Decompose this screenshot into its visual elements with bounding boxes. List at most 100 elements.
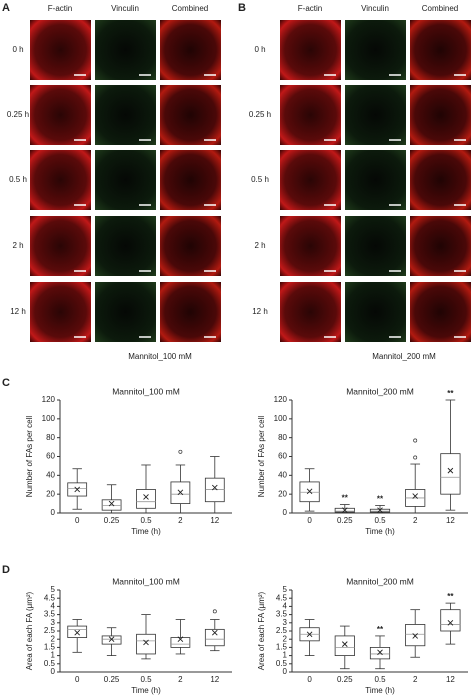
micrograph bbox=[95, 20, 156, 80]
column-header: Combined bbox=[172, 4, 208, 13]
micrograph bbox=[410, 282, 471, 342]
micrograph bbox=[280, 20, 341, 80]
micrograph bbox=[30, 150, 91, 210]
x-tick-label: 0.5 bbox=[374, 516, 386, 525]
y-tick-label: 0 bbox=[283, 667, 288, 676]
chart-title: Mannitol_100 mM bbox=[112, 386, 180, 396]
micrograph bbox=[160, 85, 221, 145]
y-tick-label: 3.5 bbox=[276, 610, 288, 619]
micrograph bbox=[345, 282, 406, 342]
mean-marker bbox=[341, 507, 348, 513]
y-tick-label: 0 bbox=[51, 508, 56, 517]
x-axis-label: Time (h) bbox=[131, 527, 161, 536]
outlier bbox=[178, 449, 183, 454]
mean-marker bbox=[108, 636, 115, 643]
x-tick-label: 12 bbox=[210, 516, 219, 525]
box bbox=[67, 625, 88, 638]
micrograph bbox=[95, 85, 156, 145]
mean-marker bbox=[74, 486, 81, 493]
outlier bbox=[413, 455, 418, 460]
mean-marker bbox=[211, 484, 218, 491]
significance: ** bbox=[447, 389, 454, 398]
box bbox=[334, 635, 355, 656]
mean-marker bbox=[412, 633, 419, 639]
micrographs bbox=[30, 20, 471, 342]
x-axis-label: Time (h) bbox=[365, 686, 395, 695]
caption: Mannitol_200 mM bbox=[372, 352, 436, 361]
y-tick-label: 2.5 bbox=[276, 626, 288, 635]
caption: Mannitol_100 mM bbox=[128, 352, 192, 361]
mean-marker bbox=[177, 636, 184, 643]
box bbox=[440, 609, 461, 632]
y-tick-label: 100 bbox=[274, 414, 288, 423]
x-tick-label: 0.25 bbox=[104, 675, 120, 684]
mean-marker bbox=[211, 629, 218, 636]
box bbox=[405, 624, 426, 647]
y-tick-label: 2.5 bbox=[44, 626, 56, 635]
x-tick-label: 0 bbox=[307, 675, 312, 684]
row-label: 12 h bbox=[252, 307, 268, 316]
box bbox=[170, 637, 191, 648]
panel-label: B bbox=[238, 2, 246, 14]
box bbox=[101, 635, 122, 645]
y-tick-label: 1 bbox=[51, 651, 56, 660]
row-label: 0.25 h bbox=[249, 110, 271, 119]
y-tick-label: 1.5 bbox=[276, 643, 288, 652]
box bbox=[204, 628, 225, 647]
micrograph bbox=[160, 282, 221, 342]
micrograph bbox=[345, 216, 406, 276]
significance: ** bbox=[377, 495, 384, 504]
micrograph bbox=[30, 216, 91, 276]
y-tick-label: 4 bbox=[283, 602, 288, 611]
x-tick-label: 0 bbox=[75, 675, 80, 684]
y-tick-label: 0.5 bbox=[44, 659, 56, 668]
mean-marker bbox=[447, 467, 454, 474]
micrograph bbox=[345, 20, 406, 80]
chart-title: Mannitol_100 mM bbox=[112, 576, 180, 586]
micrograph bbox=[95, 216, 156, 276]
column-header: F-actin bbox=[48, 4, 72, 13]
micrograph bbox=[345, 85, 406, 145]
mean-marker bbox=[412, 493, 419, 499]
significance: ** bbox=[447, 592, 454, 601]
x-tick-label: 0.25 bbox=[337, 516, 353, 525]
outlier bbox=[413, 438, 418, 443]
y-axis-label: Area of each FA (μm²) bbox=[25, 591, 34, 670]
micrograph bbox=[160, 20, 221, 80]
box bbox=[101, 499, 122, 511]
row-label: 0.25 h bbox=[7, 110, 29, 119]
micrograph bbox=[160, 150, 221, 210]
micrograph bbox=[30, 20, 91, 80]
y-axis-label: Number of FAs per cell bbox=[25, 416, 34, 498]
x-tick-label: 0.5 bbox=[374, 675, 386, 684]
row-label: 0 h bbox=[254, 45, 265, 54]
box bbox=[204, 477, 225, 503]
micrograph bbox=[410, 85, 471, 145]
y-tick-label: 4.5 bbox=[44, 593, 56, 602]
box bbox=[440, 453, 461, 495]
box bbox=[369, 647, 391, 660]
micrograph bbox=[410, 20, 471, 80]
micrograph bbox=[280, 85, 341, 145]
x-tick-label: 2 bbox=[413, 675, 418, 684]
y-tick-label: 1.5 bbox=[44, 643, 56, 652]
row-label: 2 h bbox=[12, 241, 23, 250]
outlier bbox=[212, 609, 217, 614]
y-tick-label: 3 bbox=[51, 618, 56, 627]
x-tick-label: 0 bbox=[75, 516, 80, 525]
micrograph bbox=[410, 150, 471, 210]
x-tick-label: 2 bbox=[178, 516, 183, 525]
y-tick-label: 80 bbox=[46, 433, 55, 442]
mean-marker bbox=[143, 494, 149, 500]
y-tick-label: 80 bbox=[278, 433, 287, 442]
column-header: Combined bbox=[422, 4, 458, 13]
y-tick-label: 0 bbox=[283, 508, 288, 517]
micrograph bbox=[280, 150, 341, 210]
micrograph bbox=[280, 282, 341, 342]
x-tick-label: 12 bbox=[446, 516, 455, 525]
chart-title: Mannitol_200 mM bbox=[346, 386, 414, 396]
y-tick-label: 5 bbox=[51, 585, 56, 594]
y-axis-label: Number of FAs per cell bbox=[257, 416, 266, 498]
micrograph bbox=[30, 85, 91, 145]
x-axis-label: Time (h) bbox=[365, 527, 395, 536]
